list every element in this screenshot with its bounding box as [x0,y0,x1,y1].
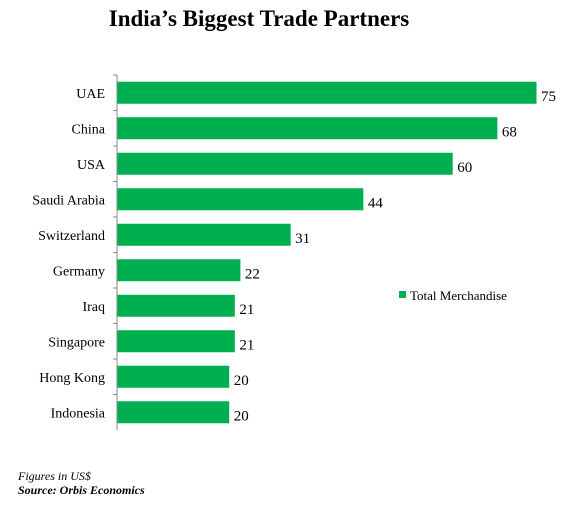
bar-usa [117,152,453,175]
bar-hong-kong [117,365,230,388]
category-label-singapore: Singapore [48,335,105,350]
category-label-uae: UAE [76,87,105,102]
source-note: Source: Orbis Economics [18,483,145,497]
value-label-iraq: 21 [239,302,254,318]
legend-swatch [399,291,406,298]
category-label-hong-kong: Hong Kong [39,371,105,386]
bar-singapore [117,330,235,353]
bar-china [117,117,498,140]
value-label-china: 68 [502,124,517,140]
category-label-saudi-arabia: Saudi Arabia [32,193,105,208]
value-label-uae: 75 [541,89,556,105]
value-label-saudi-arabia: 44 [368,195,384,211]
category-label-iraq: Iraq [82,300,105,315]
legend: Total Merchandise [399,288,507,303]
bar-uae [117,81,537,104]
bar-switzerland [117,223,291,246]
figures-note: Figures in US$ [18,469,91,483]
bars-layer: UAE 75 China 68 USA 60 Saudi Arabia 44 Switzerla… [32,74,556,424]
value-label-switzerland: 31 [295,231,310,247]
value-label-germany: 22 [245,266,260,282]
category-label-indonesia: Indonesia [51,406,106,421]
legend-label: Total Merchandise [410,288,507,303]
bar-iraq [117,294,235,317]
value-label-singapore: 21 [239,337,254,353]
value-label-indonesia: 20 [234,408,249,424]
bar-saudi-arabia [117,188,364,211]
category-label-germany: Germany [53,264,105,279]
category-label-china: China [72,122,106,137]
chart-title: India’s Biggest Trade Partners [109,6,410,31]
value-label-usa: 60 [457,160,472,176]
bar-germany [117,259,241,282]
value-label-hong-kong: 20 [234,373,249,389]
category-label-switzerland: Switzerland [38,229,105,244]
category-label-usa: USA [77,158,106,173]
bar-indonesia [117,401,230,424]
